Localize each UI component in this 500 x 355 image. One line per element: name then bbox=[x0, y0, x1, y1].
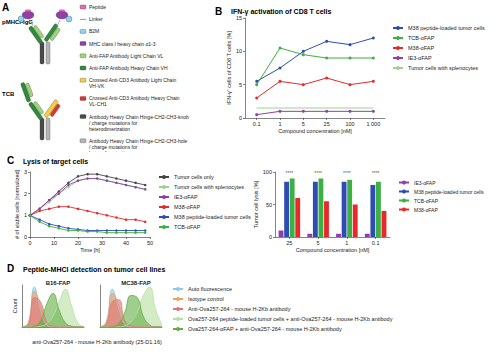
svg-text:30: 30 bbox=[99, 240, 105, 246]
svg-text:M38-αFAP: M38-αFAP bbox=[174, 204, 200, 210]
svg-text:5: 5 bbox=[302, 121, 305, 127]
svg-text:1 000: 1 000 bbox=[366, 121, 380, 127]
svg-text:Antibody Heavy Chain Hinge-CH2: Antibody Heavy Chain Hinge-CH2-CH3-knob/… bbox=[89, 114, 189, 132]
svg-text:10: 10 bbox=[236, 48, 242, 54]
svg-text:1: 1 bbox=[24, 212, 27, 218]
svg-text:****: **** bbox=[372, 170, 380, 176]
svg-text:15: 15 bbox=[236, 15, 242, 21]
svg-text:Isotype control: Isotype control bbox=[188, 296, 224, 302]
svg-text:25: 25 bbox=[286, 240, 292, 246]
svg-text:Antibody Heavy Chain Hinge-CH2: Antibody Heavy Chain Hinge-CH2-CH3-hole/… bbox=[89, 138, 188, 152]
svg-text:Tumor cell lysis [%]: Tumor cell lysis [%] bbox=[253, 180, 259, 228]
svg-text:0.1: 0.1 bbox=[372, 240, 380, 246]
svg-text:Time [h]: Time [h] bbox=[80, 247, 100, 253]
svg-text:MHC class I heavy chain α1-3: MHC class I heavy chain α1-3 bbox=[89, 41, 156, 47]
svg-text:0: 0 bbox=[269, 234, 272, 240]
svg-text:50: 50 bbox=[266, 202, 272, 208]
svg-text:Peptide-MHCI detection on tumo: Peptide-MHCI detection on tumor cell lin… bbox=[23, 266, 165, 274]
svg-text:Compound concentration [nM]: Compound concentration [nM] bbox=[296, 247, 370, 253]
svg-text:M38 peptide-loaded tumor cells: M38 peptide-loaded tumor cells bbox=[414, 189, 484, 195]
svg-text:Lysis of target cells: Lysis of target cells bbox=[23, 158, 88, 166]
svg-text:100: 100 bbox=[345, 121, 354, 127]
svg-text:M38 peptide-loaded tumor cells: M38 peptide-loaded tumor cells bbox=[408, 25, 485, 31]
svg-text:anti-Ova257-264 - mouse H-2Kb: anti-Ova257-264 - mouse H-2Kb antibody (… bbox=[32, 339, 162, 345]
svg-text:1: 1 bbox=[278, 121, 281, 127]
svg-text:0: 0 bbox=[24, 234, 27, 240]
svg-text:B: B bbox=[215, 6, 222, 17]
svg-text:Ova257-264 peptide-loaded tumo: Ova257-264 peptide-loaded tumor cells + … bbox=[188, 316, 393, 322]
svg-text:TCB: TCB bbox=[2, 91, 15, 97]
svg-text:D: D bbox=[7, 263, 14, 274]
svg-text:Tumor cells with splenocytes: Tumor cells with splenocytes bbox=[174, 184, 244, 190]
svg-text:TCB-αFAP: TCB-αFAP bbox=[414, 198, 439, 204]
svg-text:10: 10 bbox=[51, 240, 57, 246]
svg-text:# of viable cells [normalized]: # of viable cells [normalized] bbox=[14, 169, 20, 239]
svg-text:Linker: Linker bbox=[89, 16, 103, 22]
svg-text:Tumor cells with splenocytes: Tumor cells with splenocytes bbox=[408, 65, 478, 71]
svg-text:Tumor cells only: Tumor cells only bbox=[174, 174, 214, 180]
svg-text:Anti-FAP Antibody Heavy Chain: Anti-FAP Antibody Heavy Chain VH bbox=[89, 65, 168, 71]
svg-text:IFN-γ activation of CD8 T cell: IFN-γ activation of CD8 T cells bbox=[231, 8, 331, 16]
svg-text:0: 0 bbox=[239, 115, 242, 121]
svg-text:****: **** bbox=[343, 170, 351, 176]
svg-text:3: 3 bbox=[24, 169, 27, 175]
svg-text:50: 50 bbox=[147, 240, 153, 246]
svg-text:Crossed Anti-CD3 Antibody Heav: Crossed Anti-CD3 Antibody Heavy ChainVL-… bbox=[89, 95, 180, 107]
svg-text:A: A bbox=[2, 2, 9, 13]
svg-text:2: 2 bbox=[24, 191, 27, 197]
svg-text:M38-αFAP: M38-αFAP bbox=[408, 45, 434, 51]
svg-text:Peptide: Peptide bbox=[89, 4, 106, 10]
svg-text:IE3-αFAP: IE3-αFAP bbox=[174, 194, 198, 200]
svg-text:C: C bbox=[7, 155, 14, 166]
svg-text:TCB-αFAP: TCB-αFAP bbox=[408, 35, 435, 41]
svg-text:Anti-Ova257-264 - mouse H-2Kb: Anti-Ova257-264 - mouse H-2Kb antibody bbox=[188, 306, 291, 312]
svg-text:40: 40 bbox=[123, 240, 129, 246]
svg-text:B2M: B2M bbox=[89, 28, 99, 34]
svg-text:pMHCI-IgG: pMHCI-IgG bbox=[2, 19, 33, 25]
svg-text:M38 peptide-loaded tumor cells: M38 peptide-loaded tumor cells bbox=[174, 214, 251, 220]
svg-text:Compound concentration [nM]: Compound concentration [nM] bbox=[278, 128, 352, 134]
svg-text:0.1: 0.1 bbox=[253, 121, 261, 127]
svg-text:Crossed Anti-CD3 Antibody Ligh: Crossed Anti-CD3 Antibody Light ChainVH-… bbox=[89, 77, 176, 89]
svg-text:1: 1 bbox=[345, 240, 348, 246]
svg-text:TCB-αFAP: TCB-αFAP bbox=[174, 224, 201, 230]
svg-text:MC38-FAP: MC38-FAP bbox=[121, 280, 151, 286]
svg-text:IE3-αFAP: IE3-αFAP bbox=[408, 55, 432, 61]
svg-text:5: 5 bbox=[239, 82, 242, 88]
svg-text:Count: Count bbox=[12, 298, 18, 313]
svg-text:5: 5 bbox=[317, 240, 320, 246]
svg-text:Ova257-264-αFAP + anti-Ova257-: Ova257-264-αFAP + anti-Ova257-264 - mous… bbox=[188, 326, 342, 332]
svg-text:Auto fluorescence: Auto fluorescence bbox=[188, 286, 232, 292]
svg-text:****: **** bbox=[285, 170, 293, 176]
svg-text:100: 100 bbox=[263, 169, 272, 175]
svg-text:Anti-FAP Antibody Light Chain: Anti-FAP Antibody Light Chain VL bbox=[89, 53, 164, 59]
svg-text:IE3-αFAP: IE3-αFAP bbox=[414, 180, 436, 186]
svg-text:0: 0 bbox=[28, 240, 31, 246]
svg-text:25: 25 bbox=[324, 121, 330, 127]
svg-text:B16-FAP: B16-FAP bbox=[46, 280, 71, 286]
svg-text:****: **** bbox=[314, 170, 322, 176]
svg-text:M38-αFAP: M38-αFAP bbox=[414, 207, 438, 213]
svg-text:IFN-γ⁺ cells of CD8 T cells [%: IFN-γ⁺ cells of CD8 T cells [%] bbox=[226, 31, 232, 105]
svg-text:20: 20 bbox=[75, 240, 81, 246]
